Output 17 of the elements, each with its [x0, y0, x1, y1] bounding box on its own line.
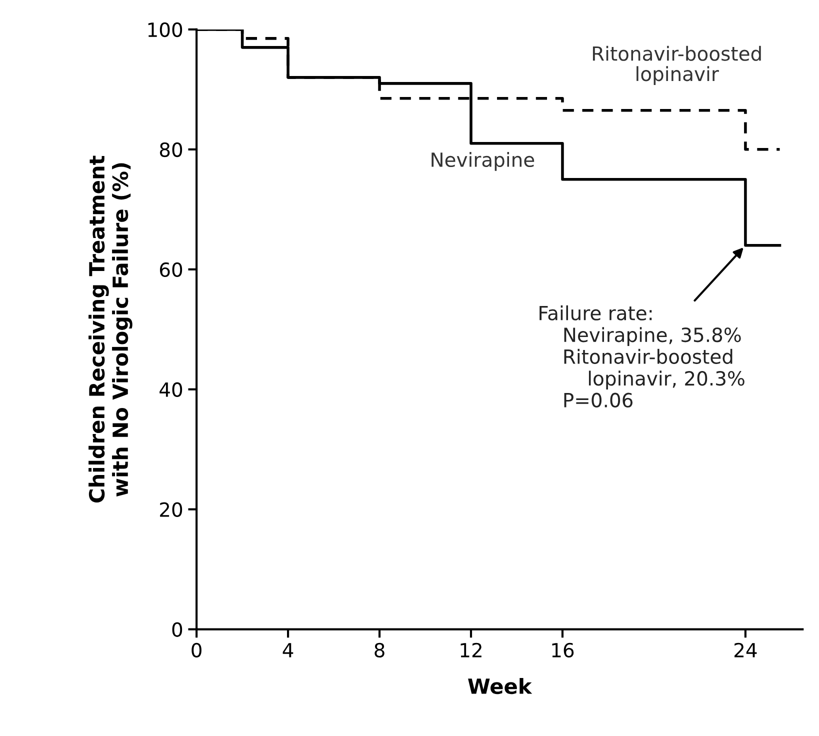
annotation: Failure rate: Nevirapine, 35.8% Ritonavir-boosted lopinavir, 20.3% P=0.06: [540, 305, 744, 408]
x-axis-title: Week: [468, 678, 532, 694]
series-label: Nevirapine: [432, 152, 534, 171]
y-axis-title: Children Receiving Treatment with No Virologic Failure (%): [88, 156, 132, 502]
y-tick-label: 60: [160, 262, 182, 278]
x-tick-label: 8: [374, 642, 384, 658]
y-tick-label: 80: [160, 142, 182, 158]
y-tick-label: 40: [160, 382, 182, 398]
y-tick-label: 100: [148, 22, 182, 38]
y-tick-label: 0: [172, 622, 182, 637]
x-tick-label: 12: [460, 642, 482, 658]
y-tick-label: 20: [160, 502, 182, 517]
series-label: Ritonavir-boosted lopinavir: [592, 46, 761, 85]
x-tick-label: 0: [192, 642, 202, 658]
x-tick-label: 4: [282, 643, 294, 658]
x-tick-label: 16: [552, 642, 574, 658]
x-tick-label: 24: [734, 642, 757, 658]
